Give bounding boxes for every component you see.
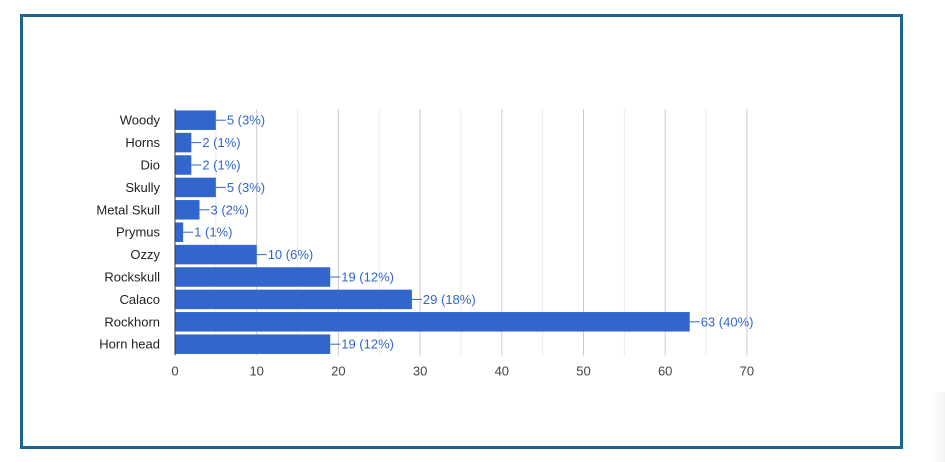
data-label: 29 (18%) <box>423 292 476 307</box>
x-tick-label: 60 <box>658 363 672 378</box>
data-labels: 5 (3%) 2 (1%) 2 (1%) 5 (3%) 3 (2%) 1 (1%) 10 (… <box>183 113 753 352</box>
data-label: 5 (3%) <box>227 180 265 195</box>
bar <box>175 312 690 332</box>
x-tick-labels: 0 10 20 30 40 50 60 70 <box>171 363 754 378</box>
bar <box>175 244 257 265</box>
bar <box>175 155 192 175</box>
category-labels: Woody Horns Dio Skully Metal Skull Prymus Ozzy… <box>96 113 160 352</box>
page-edge-shadow <box>930 392 945 462</box>
bar <box>175 289 412 310</box>
category-label: Metal Skull <box>96 202 160 217</box>
x-tick-label: 0 <box>171 363 178 378</box>
data-label: 2 (1%) <box>202 135 240 150</box>
bar <box>175 334 331 354</box>
category-label: Prymus <box>116 225 161 240</box>
category-label: Horn head <box>99 337 160 352</box>
bar <box>175 222 184 242</box>
category-label: Woody <box>120 113 161 128</box>
data-label: 1 (1%) <box>194 225 232 240</box>
data-label: 2 (1%) <box>202 158 240 173</box>
category-label: Rockskull <box>104 270 160 285</box>
x-tick-label: 40 <box>495 363 509 378</box>
bar <box>175 267 331 287</box>
bar <box>175 177 216 198</box>
category-label: Horns <box>125 135 160 150</box>
x-tick-label: 50 <box>576 363 590 378</box>
category-label: Ozzy <box>130 247 160 262</box>
chart-frame <box>20 14 903 449</box>
x-tick-label: 20 <box>331 363 345 378</box>
category-label: Calaco <box>120 292 160 307</box>
bar <box>175 132 192 153</box>
data-label: 19 (12%) <box>341 270 394 285</box>
data-label: 5 (3%) <box>227 113 265 128</box>
x-tick-label: 30 <box>413 363 427 378</box>
category-label: Dio <box>140 158 160 173</box>
x-tick-label: 10 <box>249 363 263 378</box>
data-label: 63 (40%) <box>701 314 754 329</box>
bar <box>175 200 200 220</box>
bars <box>175 110 690 354</box>
x-tick-label: 70 <box>740 363 754 378</box>
bar <box>175 110 216 130</box>
data-label: 10 (6%) <box>268 247 314 262</box>
data-label: 19 (12%) <box>341 337 394 352</box>
category-label: Skully <box>125 180 160 195</box>
category-label: Rockhorn <box>104 314 160 329</box>
data-label: 3 (2%) <box>211 202 249 217</box>
